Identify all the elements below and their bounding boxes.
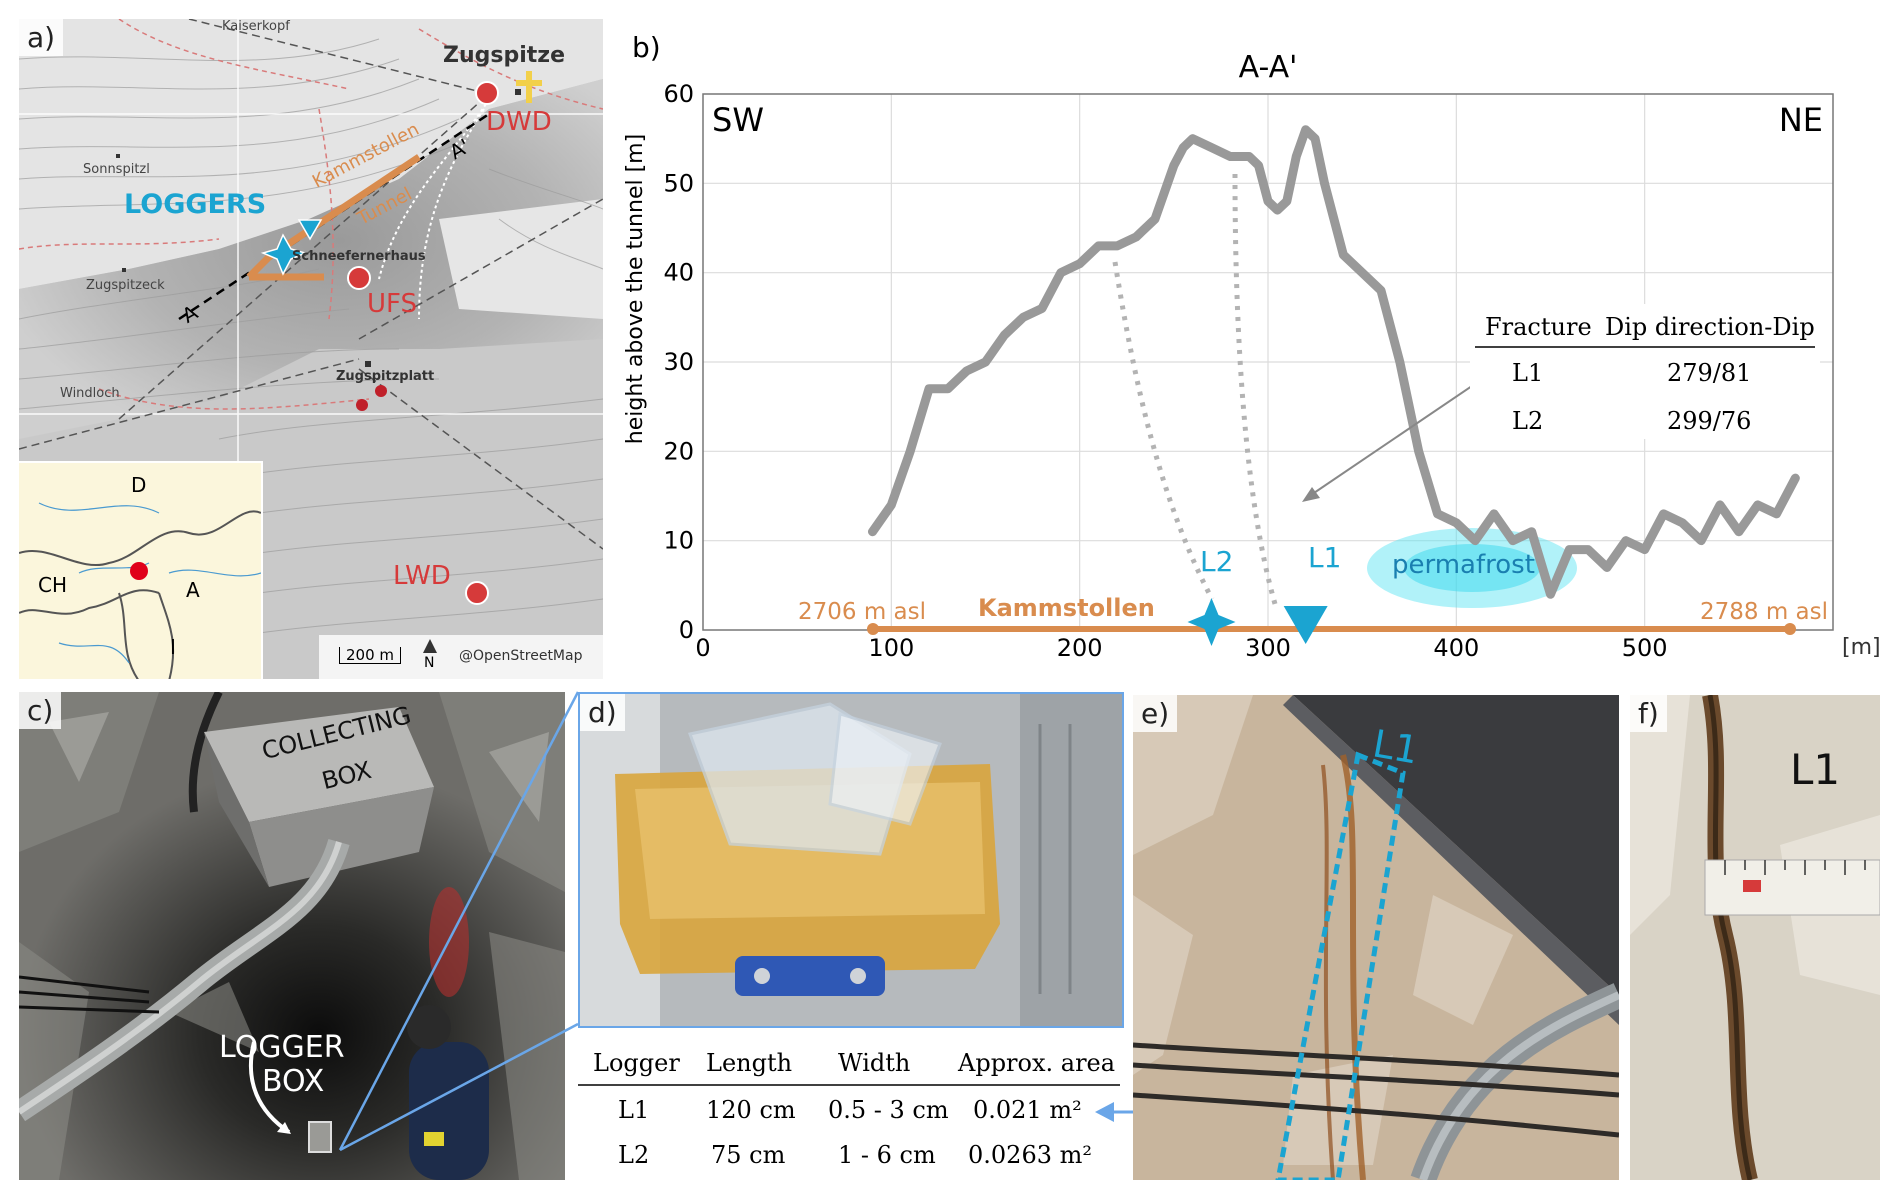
inset-map: D CH A I (19, 461, 263, 679)
map-attribution: @OpenStreetMap (459, 648, 583, 664)
fracture-row-l2-name: L2 (1512, 407, 1543, 435)
place-zugspitze: Zugspitze (443, 43, 565, 68)
panel-e-fracture-label: L1 (1369, 721, 1422, 773)
fracture-row-l1-dip: 279/81 (1667, 359, 1751, 387)
inset-label-d: D (131, 473, 147, 497)
fracture-table-bg (1470, 304, 1820, 439)
logger-row-l1-length: 120 cm (706, 1096, 796, 1124)
y-tick-label: 20 (663, 437, 694, 465)
place-kaiserkopf: Kaiserkopf (222, 19, 290, 34)
panel-b-label: b) (632, 31, 661, 64)
logger-l1-marker (1283, 606, 1328, 644)
y-tick-label: 50 (663, 169, 694, 197)
x-tick-label: 0 (695, 634, 710, 662)
station-lwd: LWD (393, 561, 451, 591)
logger-row-l1-name: L1 (618, 1096, 649, 1124)
inset-label-ch: CH (38, 573, 68, 597)
panel-c-label: c) (19, 692, 62, 729)
y-axis-label: height above the tunnel [m] (623, 134, 648, 444)
fracture-row-l2-dip: 299/76 (1667, 407, 1751, 435)
fracture-header-dip: Dip direction-Dip (1605, 313, 1815, 341)
logger-header-length: Length (706, 1049, 792, 1077)
map-footer: 200 m N @OpenStreetMap (319, 635, 603, 679)
corner-sw: SW (712, 101, 764, 139)
fracture-trace-l2 (1112, 261, 1215, 601)
x-tick-label: 400 (1433, 634, 1479, 662)
logger-l2-marker (1187, 598, 1236, 646)
logger-row-l2-name: L2 (618, 1141, 649, 1169)
panel-d-photo: d) (578, 692, 1124, 1028)
table-arrow (1307, 366, 1501, 498)
fracture-photo-f (1630, 695, 1880, 1180)
y-tick-label: 10 (663, 527, 694, 555)
profile-line (868, 125, 1800, 599)
elev-left: 2706 m asl (798, 599, 926, 625)
logger-row-l1-area: 0.021 m² (973, 1096, 1082, 1124)
logger-row-l2-area: 0.0263 m² (968, 1141, 1092, 1169)
y-tick-label: 40 (663, 259, 694, 287)
x-tick-label: 100 (868, 634, 914, 662)
inset-graphic (19, 502, 261, 679)
inset-label-i: I (170, 635, 176, 659)
logger-header-logger: Logger (593, 1049, 680, 1077)
panel-b: b) 0 100 200 300 400 500 0 10 20 30 40 50 60 Fractu… (620, 19, 1882, 669)
permafrost-label: permafrost (1392, 550, 1535, 580)
map-label: a) (19, 19, 64, 56)
x-axis-label: [m] (1842, 635, 1881, 660)
table-arrowhead (1302, 487, 1320, 502)
x-tick-label: 200 (1057, 634, 1103, 662)
y-tick-label: 60 (663, 80, 694, 108)
logger-row-l2-width: 1 - 6 cm (838, 1141, 936, 1169)
panel-c-photo: c) COLLECTING BOX LOGGER BOX (19, 692, 565, 1180)
inset-label-a: A (186, 578, 200, 602)
logger-header-width: Width (838, 1049, 910, 1077)
logger-header-area: Approx. area (957, 1049, 1115, 1077)
panel-f-fracture-label: L1 (1790, 745, 1841, 794)
logger-box-label-2: BOX (262, 1064, 325, 1099)
collector-photo (580, 694, 1122, 1026)
logger-row-l1-width: 0.5 - 3 cm (828, 1096, 949, 1124)
place-zugspitzeck: Zugspitzeck (86, 278, 165, 293)
north-arrow-icon (423, 639, 437, 653)
logger-box-label-1: LOGGER (219, 1030, 345, 1065)
panel-f-photo: f) L1 (1630, 695, 1880, 1180)
y-tick-label: 0 (679, 616, 694, 644)
logger-row-l2-length: 75 cm (711, 1141, 786, 1169)
tunnel-photo (19, 692, 565, 1180)
place-sonnspitzl: Sonnspitzl (83, 162, 150, 177)
panel-f-label: f) (1630, 695, 1667, 732)
x-tick-label: 500 (1622, 634, 1668, 662)
place-schneefernerhaus: Schneefernerhaus (292, 249, 426, 264)
panel-e-photo: e) L1 (1133, 695, 1619, 1180)
tunnel-end (1784, 623, 1796, 635)
fracture-header-fracture: Fracture (1485, 313, 1592, 341)
scalebar: 200 m (339, 647, 402, 664)
place-windloch: Windloch (60, 386, 120, 401)
x-tick-label: 300 (1245, 634, 1291, 662)
north-label: N (424, 655, 435, 671)
panel-a-map: a) Kaiserkopf Zugspitze DWD Sonnspitzl L… (19, 19, 603, 679)
permafrost-core (1404, 544, 1540, 592)
y-tick-label: 30 (663, 348, 694, 376)
fracture-row-l1-name: L1 (1512, 359, 1543, 387)
station-dwd: DWD (486, 107, 552, 137)
logger-l1-label: L1 (1308, 541, 1341, 574)
corner-ne: NE (1779, 101, 1823, 139)
elev-right: 2788 m asl (1700, 599, 1828, 625)
fracture-photo-e (1133, 695, 1619, 1180)
fracture-trace-l1 (1232, 173, 1278, 605)
logger-table: Logger Length Width Approx. area L1 120 … (578, 1049, 1120, 1169)
loggers-label: LOGGERS (124, 189, 267, 220)
tunnel-start (867, 623, 879, 635)
place-zugspitzplatt: Zugspitzplatt (336, 369, 435, 384)
panel-e-label: e) (1133, 695, 1178, 732)
chart-title: A-A' (1239, 50, 1298, 85)
logger-l2-label: L2 (1200, 545, 1233, 578)
tunnel-name: Kammstollen (978, 594, 1155, 622)
panel-d-label: d) (580, 694, 625, 731)
station-ufs: UFS (367, 289, 418, 319)
